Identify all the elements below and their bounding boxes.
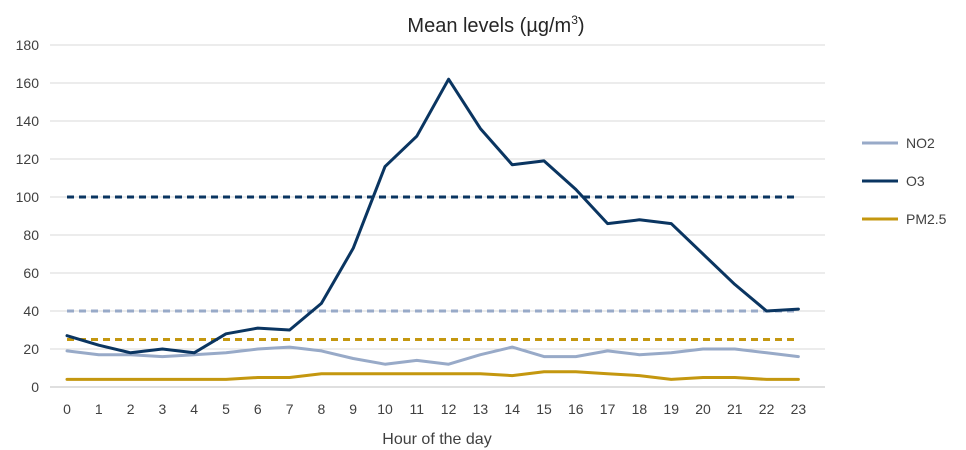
x-tick-label: 2 [127,401,135,417]
chart-title-end: ) [578,15,585,37]
y-tick-label: 60 [23,265,39,281]
reference-lines [67,195,799,341]
x-tick-label: 10 [377,401,393,417]
x-tick-label: 20 [695,401,711,417]
x-tick-label: 13 [473,401,489,417]
x-tick-label: 5 [222,401,230,417]
x-tick-label: 14 [504,401,520,417]
y-tick-label: 80 [23,227,39,243]
x-tick-label: 3 [159,401,167,417]
x-tick-label: 22 [759,401,775,417]
series-line-o3 [65,77,800,355]
y-tick-label: 180 [16,37,40,53]
series-lines [65,77,800,381]
y-tick-label: 40 [23,303,39,319]
y-tick-label: 120 [16,151,40,167]
series-line-pm25 [65,370,800,381]
x-tick-label: 23 [791,401,807,417]
y-tick-label: 100 [16,189,40,205]
chart-title: Mean levels (µg/m3) [407,13,584,37]
x-axis-label: Hour of the day [382,431,491,448]
x-tick-label: 18 [632,401,648,417]
chart-title-main: Mean levels (µg/m [407,15,571,37]
x-tick-label: 21 [727,401,743,417]
chart-title-superscript: 3 [571,13,578,27]
y-tick-label: 160 [16,75,40,91]
x-tick-label: 1 [95,401,103,417]
series-line-no2 [65,345,800,366]
x-tick-label: 16 [568,401,584,417]
x-tick-label: 15 [536,401,552,417]
legend-label-o3: O3 [906,173,925,189]
y-tick-label: 140 [16,113,40,129]
x-tick-label: 8 [318,401,326,417]
x-tick-label: 12 [441,401,457,417]
y-tick-label: 20 [23,341,39,357]
x-tick-label: 4 [190,401,198,417]
x-tick-label: 7 [286,401,294,417]
x-tick-label: 17 [600,401,616,417]
x-tick-label: 11 [410,401,425,417]
legend-label-no2: NO2 [906,135,935,151]
x-tick-label: 0 [63,401,71,417]
y-axis-ticks: 0 20 40 60 80 100 120 140 160 180 [16,37,40,395]
y-tick-label: 0 [31,379,39,395]
x-tick-label: 6 [254,401,262,417]
x-tick-label: 19 [663,401,679,417]
x-axis-ticks: 0 1 2 3 4 5 6 7 8 9 10 11 12 13 14 15 16 17 18 19 20 21 22 23 [63,401,806,417]
x-tick-label: 9 [349,401,357,417]
legend-label-pm25: PM2.5 [906,211,947,227]
legend: NO2 O3 PM2.5 [862,135,947,227]
